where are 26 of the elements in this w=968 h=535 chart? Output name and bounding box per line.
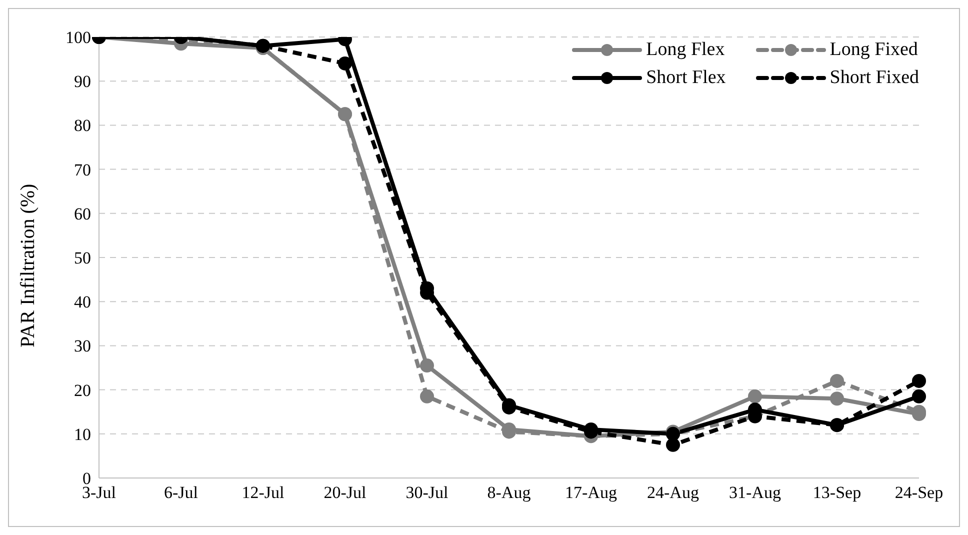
- x-tick-label: 20-Jul: [324, 483, 367, 502]
- y-tick-label: 10: [74, 424, 91, 444]
- x-tick-label: 8-Aug: [487, 483, 532, 502]
- y-tick-label: 50: [74, 248, 91, 268]
- x-tick-label: 30-Jul: [406, 483, 449, 502]
- y-tick-label: 100: [66, 28, 91, 48]
- x-tick-label: 13-Sep: [812, 483, 862, 502]
- y-tick-label: 70: [74, 160, 91, 180]
- x-tick-label: 24-Sep: [894, 483, 944, 502]
- y-tick-label: 80: [74, 116, 91, 136]
- y-tick-label: 30: [74, 336, 91, 356]
- y-tick-label: 40: [74, 292, 91, 312]
- x-tick-label: 24-Aug: [647, 483, 700, 502]
- legend-label: Short Flex: [646, 67, 726, 89]
- legend-label: Long Flex: [646, 39, 725, 61]
- legend-label: Long Fixed: [830, 39, 918, 61]
- legend-label: Short Fixed: [830, 67, 919, 89]
- x-tick-label: 3-Jul: [82, 483, 116, 502]
- x-tick-label: 31-Aug: [729, 483, 782, 502]
- y-axis-title: PAR Infiltration (%): [17, 184, 40, 348]
- y-tick-label: 60: [74, 204, 91, 224]
- y-tick-label: 90: [74, 72, 91, 92]
- x-tick-label: 6-Jul: [164, 483, 198, 502]
- x-tick-label: 12-Jul: [242, 483, 285, 502]
- y-tick-label: 20: [74, 380, 91, 400]
- x-tick-label: 17-Aug: [565, 483, 618, 502]
